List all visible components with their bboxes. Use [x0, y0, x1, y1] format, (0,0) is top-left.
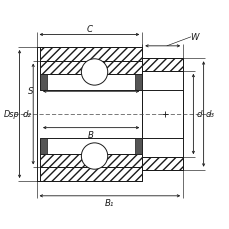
Polygon shape: [36, 48, 142, 61]
Circle shape: [81, 60, 107, 86]
Text: W: W: [189, 33, 198, 42]
Text: d: d: [196, 110, 201, 119]
Polygon shape: [40, 75, 47, 91]
Text: Dsp: Dsp: [4, 110, 19, 119]
Circle shape: [81, 143, 107, 169]
Polygon shape: [135, 138, 142, 154]
Text: d₂: d₂: [23, 110, 32, 119]
Polygon shape: [36, 168, 142, 181]
Text: B₁: B₁: [105, 198, 114, 207]
Polygon shape: [142, 158, 182, 170]
Text: B: B: [88, 130, 94, 139]
Polygon shape: [40, 138, 47, 154]
Text: d₃: d₃: [204, 110, 213, 119]
Polygon shape: [135, 75, 142, 91]
Text: C: C: [86, 25, 92, 33]
Polygon shape: [40, 154, 142, 168]
Text: S: S: [27, 86, 33, 95]
Polygon shape: [40, 61, 142, 75]
Polygon shape: [142, 59, 182, 71]
